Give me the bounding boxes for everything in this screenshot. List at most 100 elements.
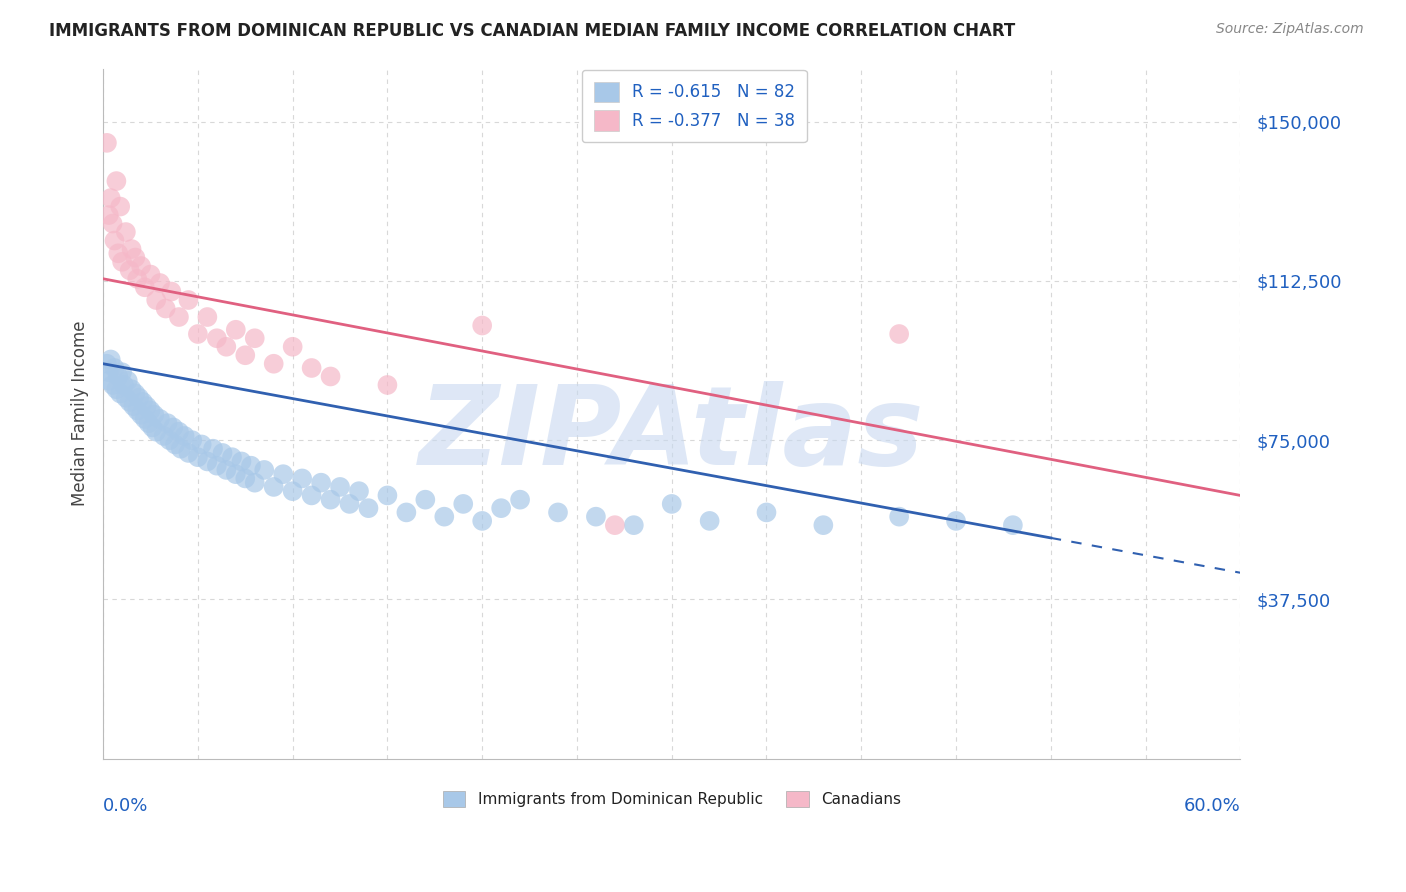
- Point: [141, 420, 163, 434]
- Point: [97, 365, 120, 379]
- Point: [122, 399, 145, 413]
- Point: [239, 458, 262, 473]
- Point: [225, 467, 247, 482]
- Point: [205, 331, 228, 345]
- Point: [100, 191, 122, 205]
- Point: [211, 446, 233, 460]
- Point: [160, 285, 183, 299]
- Point: [101, 217, 124, 231]
- Point: [108, 200, 131, 214]
- Point: [253, 463, 276, 477]
- Point: [661, 497, 683, 511]
- Point: [243, 475, 266, 490]
- Point: [377, 378, 399, 392]
- Point: [129, 259, 152, 273]
- Point: [281, 340, 304, 354]
- Point: [129, 408, 152, 422]
- Point: [755, 505, 778, 519]
- Text: 60.0%: 60.0%: [1184, 797, 1240, 814]
- Point: [100, 352, 122, 367]
- Point: [291, 471, 314, 485]
- Point: [889, 509, 911, 524]
- Y-axis label: Median Family Income: Median Family Income: [72, 321, 89, 507]
- Point: [173, 429, 195, 443]
- Point: [111, 365, 134, 379]
- Point: [128, 391, 150, 405]
- Point: [105, 174, 128, 188]
- Point: [181, 433, 204, 447]
- Point: [155, 301, 177, 316]
- Point: [124, 386, 146, 401]
- Point: [124, 251, 146, 265]
- Point: [156, 416, 179, 430]
- Point: [135, 399, 157, 413]
- Point: [1001, 518, 1024, 533]
- Text: IMMIGRANTS FROM DOMINICAN REPUBLIC VS CANADIAN MEDIAN FAMILY INCOME CORRELATION : IMMIGRANTS FROM DOMINICAN REPUBLIC VS CA…: [49, 22, 1015, 40]
- Point: [377, 488, 399, 502]
- Point: [167, 425, 190, 439]
- Point: [118, 263, 141, 277]
- Point: [132, 395, 155, 409]
- Point: [115, 225, 138, 239]
- Point: [301, 488, 323, 502]
- Point: [263, 480, 285, 494]
- Point: [97, 208, 120, 222]
- Point: [105, 382, 128, 396]
- Point: [139, 403, 162, 417]
- Point: [190, 437, 212, 451]
- Point: [127, 403, 149, 417]
- Point: [471, 318, 494, 333]
- Point: [202, 442, 225, 456]
- Point: [152, 429, 174, 443]
- Point: [115, 391, 138, 405]
- Point: [195, 310, 218, 324]
- Point: [271, 467, 294, 482]
- Point: [433, 509, 456, 524]
- Point: [585, 509, 607, 524]
- Point: [138, 416, 160, 430]
- Text: Source: ZipAtlas.com: Source: ZipAtlas.com: [1216, 22, 1364, 37]
- Point: [149, 276, 172, 290]
- Point: [121, 382, 143, 396]
- Point: [112, 378, 135, 392]
- Point: [301, 361, 323, 376]
- Point: [121, 242, 143, 256]
- Point: [205, 458, 228, 473]
- Point: [889, 326, 911, 341]
- Point: [103, 361, 125, 376]
- Point: [177, 293, 200, 307]
- Point: [167, 310, 190, 324]
- Point: [143, 408, 166, 422]
- Legend: Immigrants from Dominican Republic, Canadians: Immigrants from Dominican Republic, Cana…: [436, 785, 907, 814]
- Point: [134, 412, 156, 426]
- Point: [263, 357, 285, 371]
- Text: 0.0%: 0.0%: [103, 797, 149, 814]
- Point: [339, 497, 361, 511]
- Point: [489, 501, 512, 516]
- Point: [347, 484, 370, 499]
- Point: [509, 492, 531, 507]
- Point: [97, 374, 120, 388]
- Point: [451, 497, 474, 511]
- Point: [96, 357, 118, 371]
- Point: [96, 136, 118, 150]
- Point: [309, 475, 332, 490]
- Point: [233, 348, 256, 362]
- Point: [215, 340, 238, 354]
- Point: [945, 514, 967, 528]
- Text: ZIPAtlas: ZIPAtlas: [419, 381, 925, 488]
- Point: [225, 323, 247, 337]
- Point: [813, 518, 835, 533]
- Point: [177, 446, 200, 460]
- Point: [107, 246, 129, 260]
- Point: [415, 492, 437, 507]
- Point: [134, 280, 156, 294]
- Point: [145, 425, 167, 439]
- Point: [319, 492, 342, 507]
- Point: [231, 454, 253, 468]
- Point: [329, 480, 352, 494]
- Point: [127, 272, 149, 286]
- Point: [162, 420, 184, 434]
- Point: [319, 369, 342, 384]
- Point: [101, 378, 124, 392]
